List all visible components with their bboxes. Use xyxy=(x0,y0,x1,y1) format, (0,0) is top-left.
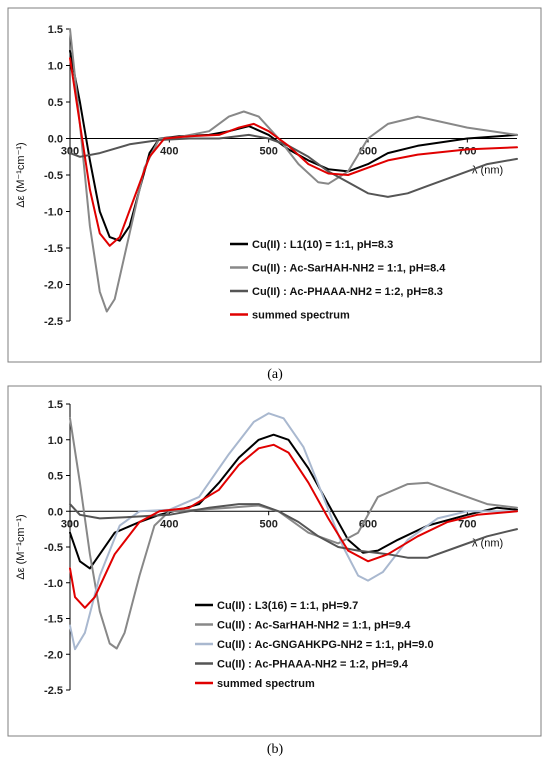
chart-b-y-tick-label: -2.5 xyxy=(44,685,63,697)
chart-a-series-line-3 xyxy=(69,133,518,198)
chart-a-x-axis-label: λ (nm) xyxy=(472,165,503,177)
chart-a-y-tick-label: -2.5 xyxy=(44,316,63,328)
chart-a-y-axis-label: Δε (M⁻¹cm⁻¹) xyxy=(15,142,27,207)
chart-b-series-line-4 xyxy=(69,503,518,559)
chart-b-legend-label: Cu(II) : Ac-GNGAHKPG-NH2 = 1:1, pH=9.0 xyxy=(217,639,434,651)
chart-a-y-tick-label: 1.5 xyxy=(48,24,63,36)
chart-b-y-tick-label: -1.5 xyxy=(44,614,63,626)
chart-b-y-tick-label: 1.5 xyxy=(48,399,63,411)
chart-a-y-tick-label: -1.0 xyxy=(44,207,63,219)
chart-b-legend-label: summed spectrum xyxy=(217,678,315,690)
chart-panel-a: 1.5 1.0 0.5 0.0 -0.5 -1.0 -1.5 -2.0 -2.5 300 400 50… xyxy=(7,7,542,382)
chart-a-x-tick-label: 400 xyxy=(160,146,178,158)
chart-a-series-line-4 xyxy=(69,57,518,247)
chart-b-x-tick-label: 400 xyxy=(160,518,178,530)
chart-a-x-tick-label: 700 xyxy=(458,146,476,158)
chart-b-series-line-1 xyxy=(69,433,518,570)
chart-a-frame xyxy=(7,7,542,363)
chart-panel-b: 1.5 1.0 0.5 0.0 -0.5 -1.0 -1.5 -2.0 -2.5 300 400 50… xyxy=(0,380,550,764)
chart-a-x-tick-label: 600 xyxy=(359,146,377,158)
chart-b-y-tick-label: 1.0 xyxy=(48,435,63,447)
chart-a-legend-label: Cu(II) : L1(10) = 1:1, pH=8.3 xyxy=(252,239,393,251)
chart-a-y-tick-label: 0.5 xyxy=(48,97,63,109)
chart-b-y-axis-label: Δε (M⁻¹cm⁻¹) xyxy=(15,514,27,579)
chart-b-series-line-5 xyxy=(69,443,518,609)
chart-a-y-tick-label: 1.0 xyxy=(48,61,63,73)
chart-b-x-tick-label: 300 xyxy=(61,518,79,530)
chart-a-series-line-1 xyxy=(69,49,518,242)
chart-b-y-tick-label: -1.0 xyxy=(44,578,63,590)
chart-a-y-tick-label: -1.5 xyxy=(44,243,63,255)
chart-b-legend-label: Cu(II) : L3(16) = 1:1, pH=9.7 xyxy=(217,600,358,612)
chart-a-legend-label: summed spectrum xyxy=(252,310,350,322)
chart-b-y-tick-label: -2.0 xyxy=(44,649,63,661)
chart-b-y-tick-label: 0.0 xyxy=(48,506,63,518)
chart-b-x-axis-label: λ (nm) xyxy=(472,537,503,549)
chart-a-legend-label: Cu(II) : Ac-PHAAA-NH2 = 1:2, pH=8.3 xyxy=(252,286,443,298)
chart-b-x-tick-label: 500 xyxy=(259,518,277,530)
caption-b: (b) xyxy=(266,742,284,757)
chart-b-legend-label: Cu(II) : Ac-PHAAA-NH2 = 1:2, pH=9.4 xyxy=(217,659,409,671)
chart-a-x-tick-label: 500 xyxy=(259,146,277,158)
chart-b-svg: 1.5 1.0 0.5 0.0 -0.5 -1.0 -1.5 -2.0 -2.5 300 400 50… xyxy=(7,385,542,737)
chart-a-y-tick-label: 0.0 xyxy=(48,134,63,146)
chart-b-x-tick-label: 700 xyxy=(458,518,476,530)
chart-a-legend-label: Cu(II) : Ac-SarHAH-NH2 = 1:1, pH=8.4 xyxy=(252,263,446,275)
chart-a-y-tick-label: -2.0 xyxy=(44,280,63,292)
chart-a-y-tick-label: -0.5 xyxy=(44,170,63,182)
chart-b-series-line-2 xyxy=(69,417,518,650)
chart-b-y-tick-label: 0.5 xyxy=(48,471,63,483)
chart-b-legend-label: Cu(II) : Ac-SarHAH-NH2 = 1:1, pH=9.4 xyxy=(217,620,411,632)
chart-a-series-line-2 xyxy=(69,28,518,313)
caption-a: (a) xyxy=(267,367,283,382)
chart-b-y-tick-label: -0.5 xyxy=(44,542,63,554)
